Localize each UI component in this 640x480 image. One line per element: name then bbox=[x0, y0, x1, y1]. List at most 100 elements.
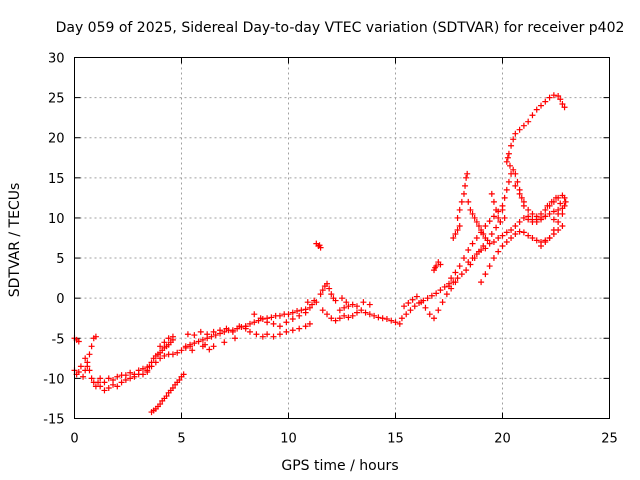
data-point bbox=[353, 303, 360, 310]
data-point bbox=[555, 210, 562, 217]
data-point bbox=[375, 314, 382, 321]
data-point bbox=[251, 311, 258, 318]
data-point bbox=[236, 323, 243, 330]
data-point bbox=[460, 190, 467, 197]
data-point bbox=[467, 206, 474, 213]
data-point bbox=[443, 291, 450, 298]
data-point bbox=[529, 210, 536, 217]
data-point bbox=[221, 328, 228, 335]
data-point bbox=[326, 285, 333, 292]
data-point bbox=[473, 218, 480, 225]
series-trackD bbox=[144, 333, 194, 374]
data-point bbox=[514, 178, 521, 185]
data-point bbox=[101, 387, 108, 394]
series-trackM bbox=[465, 205, 566, 266]
data-point bbox=[345, 314, 352, 321]
data-point bbox=[396, 320, 403, 327]
data-point bbox=[353, 309, 360, 316]
data-point bbox=[499, 232, 506, 239]
data-point bbox=[561, 104, 568, 111]
data-point bbox=[392, 319, 399, 326]
data-point bbox=[223, 325, 230, 332]
data-point bbox=[341, 312, 348, 319]
data-point bbox=[270, 333, 277, 340]
data-point bbox=[217, 327, 224, 334]
data-point bbox=[454, 275, 461, 282]
data-point bbox=[92, 333, 99, 340]
data-point bbox=[495, 248, 502, 255]
data-point bbox=[458, 198, 465, 205]
data-point bbox=[490, 255, 497, 262]
y-tick-label: 30 bbox=[48, 52, 65, 67]
data-point bbox=[176, 376, 183, 383]
data-point bbox=[546, 94, 553, 101]
data-point bbox=[508, 226, 515, 233]
data-point bbox=[75, 368, 82, 375]
data-point bbox=[456, 222, 463, 229]
data-point bbox=[105, 375, 112, 382]
data-point bbox=[95, 379, 102, 386]
data-point bbox=[446, 283, 452, 290]
data-point bbox=[317, 291, 324, 298]
data-point bbox=[97, 383, 104, 390]
data-point bbox=[426, 311, 433, 318]
data-point bbox=[259, 333, 266, 340]
data-point bbox=[465, 259, 472, 266]
data-point bbox=[189, 347, 196, 354]
data-point bbox=[490, 198, 497, 205]
data-point bbox=[482, 245, 489, 252]
data-point bbox=[501, 214, 508, 221]
data-point bbox=[276, 323, 283, 330]
data-point bbox=[114, 383, 121, 390]
data-point bbox=[339, 295, 345, 302]
data-point bbox=[383, 316, 390, 323]
data-point bbox=[529, 216, 536, 223]
data-point bbox=[388, 317, 395, 324]
data-point bbox=[464, 170, 471, 177]
data-point bbox=[212, 332, 219, 339]
series-trackE bbox=[148, 371, 187, 416]
series-trackI bbox=[317, 280, 403, 327]
data-point bbox=[550, 226, 557, 233]
data-point bbox=[505, 178, 512, 185]
data-point bbox=[465, 247, 472, 254]
data-point bbox=[97, 375, 104, 382]
data-point bbox=[157, 343, 164, 350]
data-point bbox=[161, 339, 168, 346]
data-point bbox=[488, 230, 495, 237]
data-point bbox=[165, 335, 172, 342]
data-point bbox=[360, 299, 367, 306]
data-point bbox=[242, 323, 249, 330]
plot-frame bbox=[74, 57, 610, 419]
y-tick-label: -15 bbox=[43, 413, 64, 428]
grid bbox=[74, 57, 610, 419]
data-point bbox=[148, 409, 155, 416]
data-point bbox=[366, 301, 373, 308]
data-point bbox=[538, 210, 545, 217]
data-point bbox=[77, 363, 84, 370]
data-point bbox=[465, 198, 472, 205]
data-point bbox=[345, 303, 352, 310]
y-tick-label: 20 bbox=[48, 132, 65, 147]
data-point bbox=[520, 202, 527, 209]
data-point bbox=[503, 239, 510, 246]
data-point bbox=[557, 200, 564, 207]
data-point bbox=[533, 218, 540, 225]
data-point bbox=[139, 365, 146, 372]
data-point bbox=[475, 222, 482, 229]
data-point bbox=[503, 186, 510, 193]
data-point bbox=[336, 315, 343, 322]
data-point bbox=[407, 307, 414, 314]
data-point bbox=[450, 279, 457, 286]
data-point bbox=[525, 213, 532, 220]
data-point bbox=[533, 106, 540, 113]
data-point bbox=[105, 385, 112, 392]
series-trackQ bbox=[538, 194, 569, 250]
data-point bbox=[195, 338, 202, 345]
data-point bbox=[433, 290, 440, 297]
data-point bbox=[319, 307, 326, 314]
data-point bbox=[379, 315, 386, 322]
y-tick-label: -5 bbox=[52, 332, 65, 347]
data-point bbox=[328, 315, 335, 322]
data-point bbox=[336, 307, 343, 314]
